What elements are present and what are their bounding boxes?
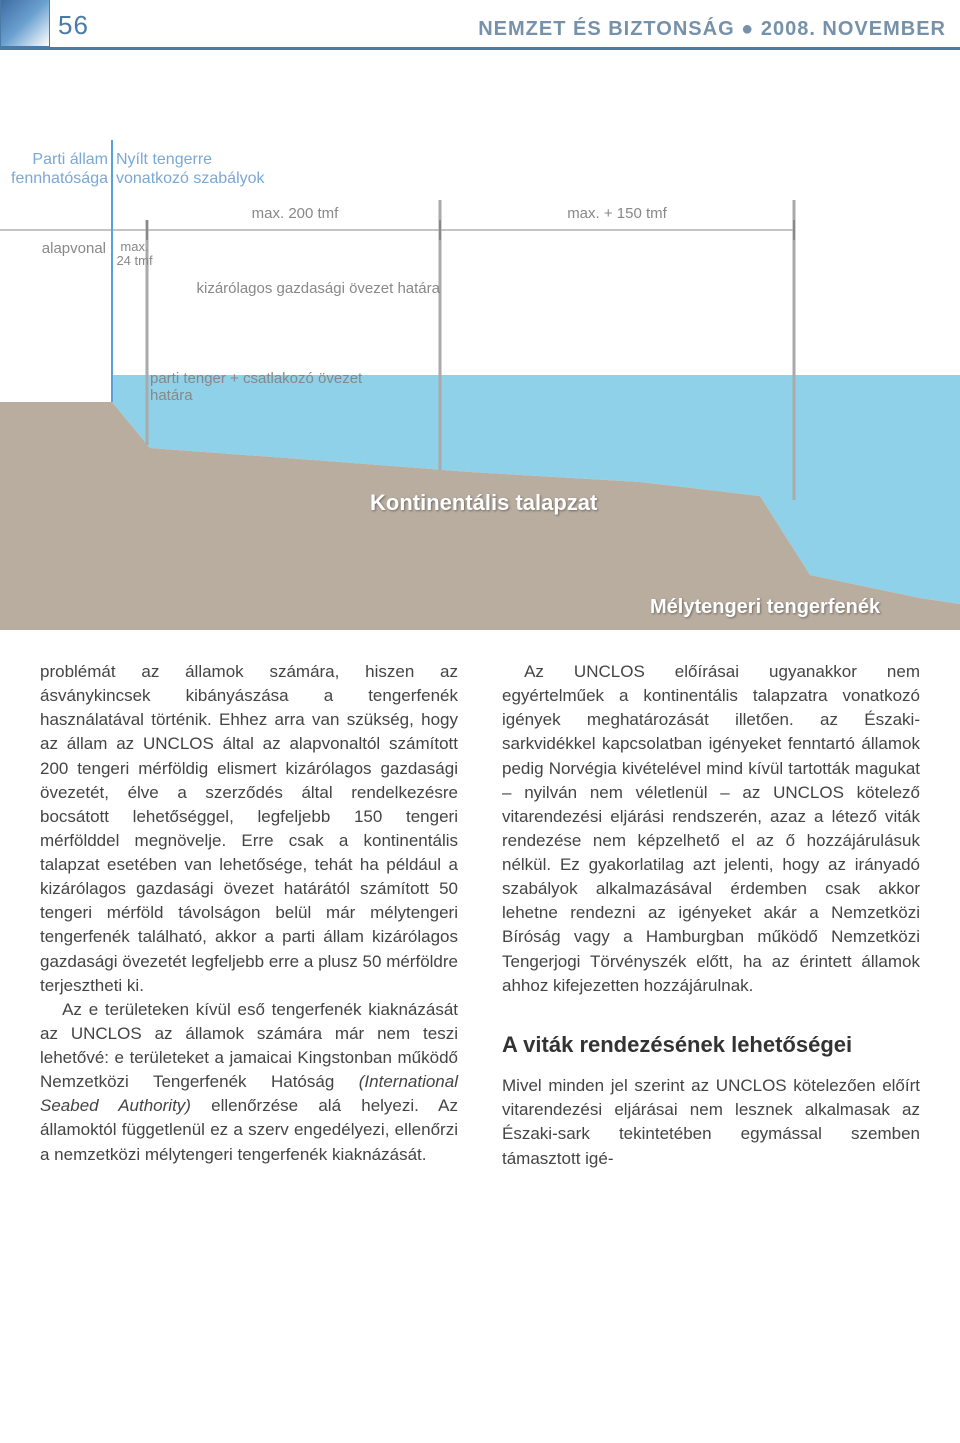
page-header: 56 NEMZET ÉS BIZTONSÁG ● 2008. NOVEMBER xyxy=(0,0,960,50)
right-paragraph-2: Mivel minden jel szerint az UNCLOS kötel… xyxy=(502,1074,920,1171)
column-right: Az UNCLOS előírásai ugyanakkor nem egyér… xyxy=(502,660,920,1171)
label-eez: kizárólagos gazdasági övezet határa xyxy=(190,280,440,297)
logo-icon xyxy=(0,0,50,47)
left-paragraph-1: problémát az államok számára, hiszen az … xyxy=(40,660,458,998)
val-max-200: max. 200 tmf xyxy=(150,205,440,222)
label-baseline: alapvonal xyxy=(0,240,110,257)
left-paragraph-2: Az e területeken kívül eső tengerfenék k… xyxy=(40,998,458,1167)
page-number: 56 xyxy=(50,10,119,47)
article-body: problémát az államok számára, hiszen az … xyxy=(0,630,960,1181)
val-max-150: max. + 150 tmf xyxy=(440,205,794,222)
val-max-24: max. 24 tmf xyxy=(112,240,157,269)
label-territorial-sea: parti tenger + csatlakozó övezet határa xyxy=(150,370,380,404)
journal-issue: 2008. NOVEMBER xyxy=(761,18,946,40)
label-deep-seabed: Mélytengeri tengerfenék xyxy=(650,596,880,619)
bullet-separator: ● xyxy=(735,18,761,40)
journal-name: NEMZET ÉS BIZTONSÁG xyxy=(478,18,734,40)
column-left: problémát az államok számára, hiszen az … xyxy=(40,660,458,1171)
label-open-sea: Nyílt tengerre vonatkozó szabályok xyxy=(116,150,286,188)
section-heading: A viták rendezésének lehetőségei xyxy=(502,1032,920,1058)
journal-title: NEMZET ÉS BIZTONSÁG ● 2008. NOVEMBER xyxy=(119,18,960,47)
maritime-zones-diagram: Parti állam fennhatósága Nyílt tengerre … xyxy=(0,70,960,630)
label-coastal-state: Parti állam fennhatósága xyxy=(0,150,112,188)
right-paragraph-1: Az UNCLOS előírásai ugyanakkor nem egyér… xyxy=(502,660,920,998)
label-continental-shelf: Kontinentális talapzat xyxy=(370,490,597,516)
